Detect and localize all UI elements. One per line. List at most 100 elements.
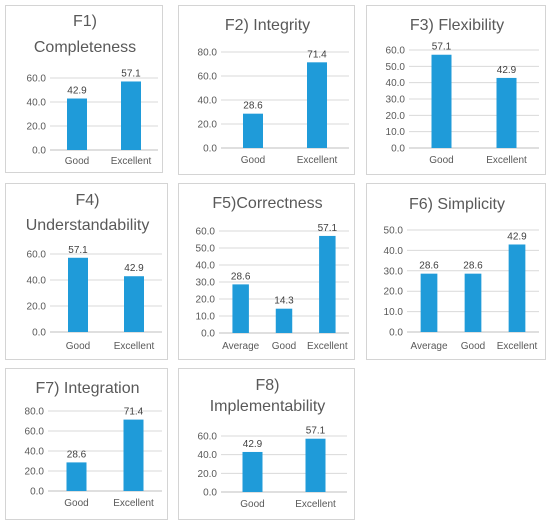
- y-tick-label: 20.0: [384, 287, 404, 298]
- data-label: 42.9: [67, 86, 87, 97]
- x-tick-label: Good: [64, 498, 88, 509]
- data-label: 57.1: [68, 245, 88, 256]
- y-tick-label: 80.0: [198, 48, 218, 59]
- data-label: 57.1: [306, 426, 326, 437]
- bar: [66, 462, 87, 491]
- chart-f1: F1) Completeness 0.0 20.0 40.0 60.0 42.9 Good 57…: [27, 13, 158, 167]
- y-tick-label: 60.0: [25, 427, 45, 438]
- y-tick-label: 0.0: [30, 487, 44, 498]
- y-tick-label: 20.0: [386, 111, 406, 122]
- data-label: 57.1: [432, 42, 452, 53]
- chart-f8: F8) Implementability 0.0 20.0 40.0 60.0 42.9 Go…: [198, 377, 347, 510]
- y-tick-label: 50.0: [386, 62, 406, 73]
- x-tick-label: Average: [410, 341, 448, 352]
- y-tick-label: 40.0: [25, 447, 45, 458]
- chart-title: F2) Integrity: [225, 17, 310, 34]
- chart-panel-f8: F8) Implementability 0.0 20.0 40.0 60.0 42.9 Go…: [178, 368, 355, 520]
- chart-panel-f4: F4) Understandability 0.0 20.0 40.0 60.0 57.1 G…: [5, 183, 168, 360]
- x-tick-label: Good: [240, 499, 264, 510]
- data-label: 28.6: [231, 271, 251, 282]
- chart-title: Understandability: [26, 217, 150, 234]
- data-label: 57.1: [121, 68, 141, 79]
- chart-title: F5)Correctness: [212, 195, 322, 212]
- bar: [123, 419, 144, 491]
- bar: [464, 273, 482, 332]
- chart-f4: F4) Understandability 0.0 20.0 40.0 60.0 57.1 G…: [26, 192, 162, 352]
- x-tick-label: Good: [461, 341, 485, 352]
- y-tick-label: 50.0: [384, 226, 404, 237]
- chart-panel-f3: F3) Flexibility 0.0 10.0 20.0 30.0 40.0 50.0 60…: [366, 5, 546, 175]
- y-tick-label: 30.0: [386, 95, 406, 106]
- bar: [121, 81, 141, 150]
- data-label: 28.6: [67, 449, 87, 460]
- data-label: 42.9: [124, 263, 144, 274]
- bar: [319, 235, 336, 333]
- chart-title: Completeness: [34, 39, 136, 56]
- chart-title: F8): [256, 377, 280, 394]
- y-tick-label: 40.0: [27, 98, 47, 109]
- chart-f2: F2) Integrity 0.0 20.0 40.0 60.0 80.0 28.6 Good…: [198, 17, 349, 166]
- y-tick-label: 0.0: [201, 329, 215, 340]
- chart-f3: F3) Flexibility 0.0 10.0 20.0 30.0 40.0 50.0 60…: [386, 17, 539, 166]
- chart-f5: F5)Correctness 0.0 10.0 20.0 30.0 40.0 50.0 60.…: [196, 195, 349, 352]
- chart-f6: F6) Simplicity 0.0 10.0 20.0 30.0 40.0 50.0 28.…: [384, 196, 539, 352]
- data-label: 57.1: [318, 223, 338, 234]
- x-tick-label: Excellent: [111, 156, 152, 167]
- bar: [275, 308, 293, 333]
- x-tick-label: Excellent: [497, 341, 538, 352]
- y-tick-label: 30.0: [196, 278, 216, 289]
- bar: [242, 451, 263, 492]
- y-tick-label: 20.0: [25, 467, 45, 478]
- chart-panel-f2: F2) Integrity 0.0 20.0 40.0 60.0 80.0 28.6 Good…: [178, 5, 355, 175]
- y-tick-label: 20.0: [198, 120, 218, 131]
- bar: [420, 273, 438, 332]
- bar: [496, 77, 517, 148]
- chart-title: F6) Simplicity: [409, 196, 505, 213]
- y-tick-label: 0.0: [32, 328, 46, 339]
- y-tick-label: 0.0: [389, 328, 403, 339]
- y-tick-label: 20.0: [198, 469, 218, 480]
- bar: [305, 438, 326, 492]
- data-label: 71.4: [124, 407, 144, 418]
- bar: [232, 284, 249, 333]
- y-tick-label: 10.0: [196, 312, 216, 323]
- data-label: 28.6: [243, 101, 263, 112]
- bar: [67, 98, 87, 150]
- data-label: 42.9: [497, 65, 517, 76]
- y-tick-label: 10.0: [386, 127, 406, 138]
- y-tick-label: 60.0: [27, 250, 47, 261]
- bar: [431, 54, 452, 149]
- chart-title: Implementability: [210, 398, 326, 415]
- chart-title: F4): [76, 192, 100, 209]
- y-tick-label: 60.0: [386, 46, 406, 57]
- bar: [124, 276, 144, 332]
- y-tick-label: 40.0: [198, 96, 218, 107]
- chart-title: F7) Integration: [35, 380, 139, 397]
- y-tick-label: 40.0: [196, 261, 216, 272]
- x-tick-label: Excellent: [113, 498, 154, 509]
- x-tick-label: Good: [429, 155, 453, 166]
- y-tick-label: 0.0: [203, 144, 217, 155]
- y-tick-label: 40.0: [198, 450, 218, 461]
- chart-title: F3) Flexibility: [410, 17, 504, 34]
- x-tick-label: Good: [65, 156, 89, 167]
- bar: [508, 244, 526, 332]
- y-tick-label: 0.0: [203, 488, 217, 499]
- y-tick-label: 20.0: [196, 295, 216, 306]
- y-tick-label: 20.0: [27, 122, 47, 133]
- y-tick-label: 40.0: [386, 78, 406, 89]
- data-label: 28.6: [419, 261, 439, 272]
- chart-panel-f5: F5)Correctness 0.0 10.0 20.0 30.0 40.0 50.0 60.…: [178, 183, 355, 360]
- x-tick-label: Excellent: [307, 341, 348, 352]
- chart-panel-f1: F1) Completeness 0.0 20.0 40.0 60.0 42.9 Good 57…: [5, 5, 163, 173]
- x-tick-label: Excellent: [486, 155, 527, 166]
- chart-panel-f7: F7) Integration 0.0 20.0 40.0 60.0 80.0 28.6 Go…: [5, 368, 168, 520]
- y-tick-label: 50.0: [196, 244, 216, 255]
- y-tick-label: 0.0: [32, 146, 46, 157]
- y-tick-label: 60.0: [198, 72, 218, 83]
- y-tick-label: 10.0: [384, 307, 404, 318]
- y-tick-label: 30.0: [384, 266, 404, 277]
- data-label: 42.9: [243, 439, 263, 450]
- data-label: 28.6: [463, 261, 483, 272]
- x-tick-label: Good: [241, 155, 265, 166]
